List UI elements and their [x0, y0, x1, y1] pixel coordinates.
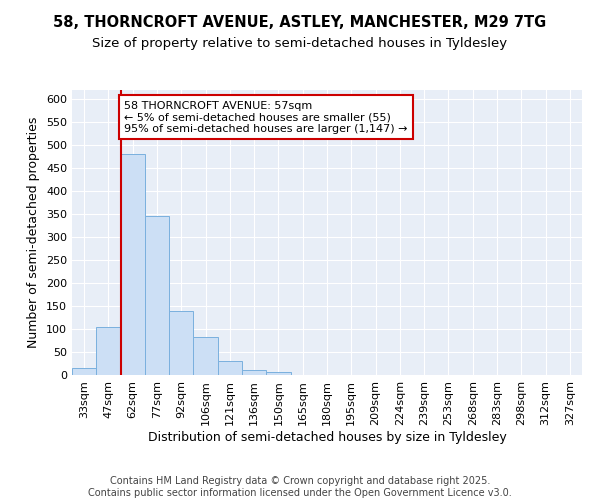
Bar — [218, 361, 242, 375]
Bar — [169, 310, 193, 375]
Bar — [72, 368, 96, 375]
Y-axis label: Number of semi-detached properties: Number of semi-detached properties — [28, 117, 40, 348]
Bar — [193, 337, 218, 375]
Bar — [121, 154, 145, 375]
Text: Size of property relative to semi-detached houses in Tyldesley: Size of property relative to semi-detach… — [92, 38, 508, 51]
Text: 58 THORNCROFT AVENUE: 57sqm
← 5% of semi-detached houses are smaller (55)
95% of: 58 THORNCROFT AVENUE: 57sqm ← 5% of semi… — [124, 100, 408, 134]
Bar — [96, 326, 121, 375]
Bar — [242, 370, 266, 375]
X-axis label: Distribution of semi-detached houses by size in Tyldesley: Distribution of semi-detached houses by … — [148, 430, 506, 444]
Text: Contains HM Land Registry data © Crown copyright and database right 2025.
Contai: Contains HM Land Registry data © Crown c… — [88, 476, 512, 498]
Text: 58, THORNCROFT AVENUE, ASTLEY, MANCHESTER, M29 7TG: 58, THORNCROFT AVENUE, ASTLEY, MANCHESTE… — [53, 15, 547, 30]
Bar — [266, 372, 290, 375]
Bar — [145, 216, 169, 375]
